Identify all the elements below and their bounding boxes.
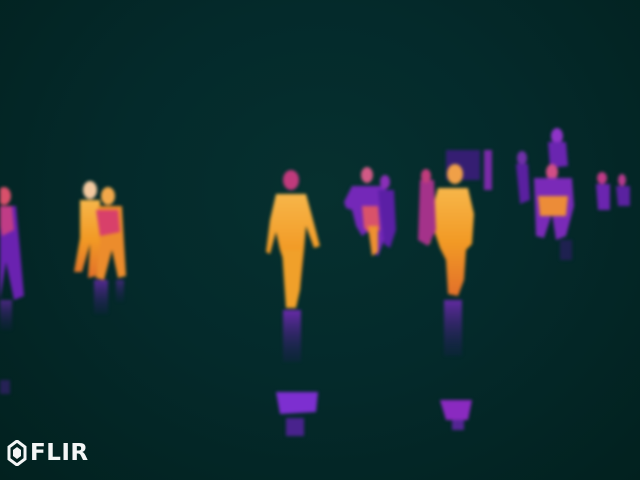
- floor-reflections: [0, 240, 572, 394]
- flir-logo-text: FLIR: [30, 439, 89, 466]
- person-group-left: [74, 181, 126, 314]
- person-far-left: [0, 187, 24, 330]
- person-center-right: [344, 167, 396, 256]
- person-right: [418, 150, 480, 430]
- person-center: [266, 170, 320, 436]
- flir-logo-icon: [7, 440, 27, 466]
- person-group-far-right: [484, 128, 630, 240]
- flir-logo: FLIR: [7, 438, 89, 468]
